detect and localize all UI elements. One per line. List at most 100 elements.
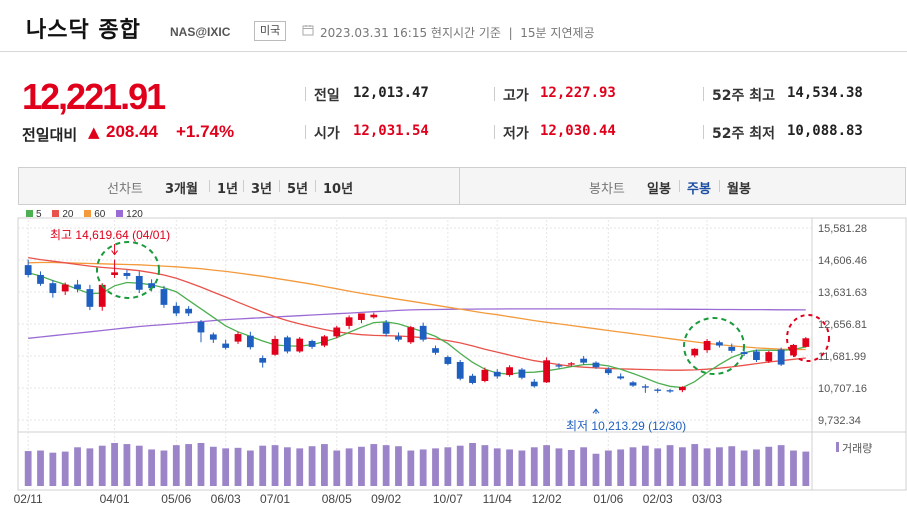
volume-bar [481, 445, 489, 486]
candle-body [728, 346, 736, 351]
candle-body [444, 357, 452, 364]
volume-bar [592, 453, 600, 486]
stat-label: 시가 [314, 126, 340, 142]
highlight-circle [786, 314, 830, 362]
volume-bar [790, 450, 797, 486]
volume-bar [37, 450, 44, 486]
volume-bar [135, 445, 143, 486]
volume-bar [86, 448, 94, 486]
candle-body [629, 382, 637, 386]
candle-body [321, 336, 328, 346]
current-price: 12,221.91 [22, 76, 166, 117]
volume-bar [728, 446, 736, 486]
candle-body [765, 352, 773, 362]
candle-body [148, 283, 156, 289]
candle-body [543, 360, 551, 383]
volume-bar [197, 443, 205, 486]
candle-body [382, 322, 390, 334]
ma60-line [28, 261, 806, 351]
up-arrow-icon: ▲ [88, 123, 100, 141]
candle-body [641, 386, 649, 388]
ma120-line [28, 308, 806, 339]
x-tick-label: 06/03 [211, 492, 241, 506]
volume-bar [370, 444, 378, 486]
volume-bar [518, 450, 526, 486]
x-tick-label: 02/11 [14, 492, 43, 506]
volume-bar [74, 447, 81, 486]
candle-body [481, 369, 489, 382]
candle-body [333, 327, 341, 337]
volume-bar [654, 448, 662, 486]
candle-body [345, 317, 353, 326]
volume-bar [555, 448, 563, 486]
ma-legend: 5 20 60 120 [26, 209, 151, 220]
legend-item-ma20: 20 [52, 209, 73, 220]
y-tick-label: 13,631.63 [818, 287, 867, 299]
tab-period-3m[interactable]: 3개월 [165, 182, 198, 197]
candle-body [296, 338, 304, 352]
candle-body [74, 284, 81, 290]
time-info: 2023.03.31 16:15 현지시간 기준 | 15분 지연제공 [320, 26, 595, 40]
volume-bar [691, 444, 699, 486]
candle-body [86, 289, 94, 307]
x-tick-label: 05/06 [161, 492, 191, 506]
tab-line-chart[interactable]: 선차트 [107, 182, 143, 197]
stat-label: 저가 [503, 126, 529, 142]
tab-candle-chart[interactable]: 봉차트 [589, 182, 625, 197]
candle-body [469, 375, 476, 383]
volume-bar [506, 449, 513, 486]
highlight-circle [683, 317, 745, 375]
volume-bar [765, 446, 773, 486]
volume-bar [111, 443, 118, 486]
volume-bar [469, 443, 476, 486]
volume-bar [382, 445, 390, 486]
volume-bar [234, 447, 242, 486]
x-tick-label: 07/01 [260, 492, 290, 506]
volume-bar [666, 445, 674, 486]
y-tick-label: 14,606.46 [818, 255, 867, 267]
candle-body [592, 362, 600, 368]
candle-body [283, 337, 291, 352]
candle-body [678, 386, 686, 391]
candle-body [555, 365, 563, 367]
candle-body [790, 344, 797, 356]
candle-body [802, 338, 810, 347]
tab-period-1y[interactable]: 1년 [217, 182, 239, 197]
candle-body [209, 334, 217, 340]
candle-body [172, 305, 180, 314]
candle-body [246, 335, 254, 348]
candle-body [197, 321, 205, 333]
volume-bar [321, 444, 328, 486]
volume-bar [49, 452, 57, 486]
legend-item-ma5: 5 [26, 209, 42, 220]
volume-bar [456, 445, 464, 486]
stat-value: 12,030.44 [540, 123, 616, 139]
volume-bar [407, 450, 415, 486]
candle-body [617, 376, 625, 379]
volume-bar [740, 450, 748, 486]
x-tick-label: 04/01 [100, 492, 130, 506]
candle-body [49, 283, 57, 294]
candle-body [61, 284, 69, 292]
max-arrow-head [111, 250, 118, 256]
stat-value: 12,031.54 [353, 123, 429, 139]
x-tick-label: 11/04 [483, 492, 512, 506]
candle-body [185, 308, 193, 314]
tab-daily[interactable]: 일봉 [647, 182, 671, 197]
y-tick-label: 15,581.28 [818, 223, 867, 235]
volume-bar [209, 446, 217, 486]
candle-body [370, 314, 378, 318]
volume-bar [580, 447, 588, 486]
tab-monthly[interactable]: 월봉 [727, 182, 751, 197]
candle-body [160, 289, 168, 305]
volume-bar [283, 447, 291, 486]
tab-period-3y[interactable]: 3년 [251, 182, 273, 197]
tab-weekly[interactable]: 주봉 [687, 182, 711, 197]
tab-period-5y[interactable]: 5년 [287, 182, 309, 197]
candle-body [24, 265, 32, 275]
volume-bar [419, 449, 427, 486]
volume-bar [629, 447, 637, 486]
volume-bar [530, 447, 538, 486]
stat-label: 전일 [314, 88, 340, 104]
tab-period-10y[interactable]: 10년 [323, 182, 354, 197]
